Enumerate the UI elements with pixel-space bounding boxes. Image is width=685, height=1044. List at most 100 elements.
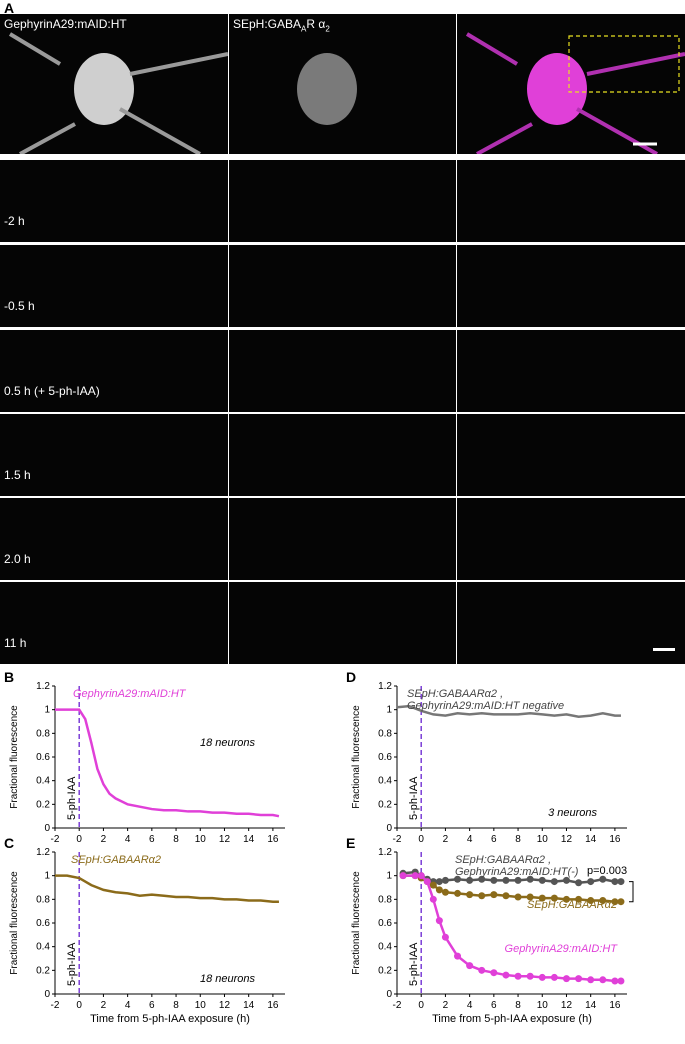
series-annotation: GephyrinA29:mAID:HT (505, 943, 619, 955)
data-point (454, 875, 462, 883)
p-value: p=0.003 (587, 865, 627, 877)
x-tick-label: 6 (491, 1000, 497, 1011)
x-tick-label: 14 (585, 1000, 597, 1011)
y-tick-label: 0 (44, 823, 50, 834)
series-annotation: SEpH:GABAARα2 , (455, 854, 551, 866)
x-axis-label: Time from 5-ph-IAA exposure (h) (90, 1013, 250, 1025)
timepoint-merge-image (457, 160, 685, 242)
data-point (611, 898, 619, 906)
neuron-cell-body (8, 32, 228, 154)
timepoint-gaba-image (229, 414, 456, 496)
x-tick-label: 10 (195, 834, 207, 845)
data-point (575, 975, 583, 983)
x-tick-label: 8 (515, 1000, 521, 1011)
panel-label: E (346, 835, 355, 851)
time-label: 1.5 h (4, 468, 31, 482)
x-tick-label: 14 (585, 834, 597, 845)
y-tick-label: 0 (44, 989, 50, 1000)
x-tick-label: 14 (243, 834, 255, 845)
series-line (403, 874, 621, 903)
timepoint-gaba-image (229, 160, 456, 242)
x-tick-label: 6 (491, 834, 497, 845)
x-tick-label: 8 (515, 834, 521, 845)
timepoint-gaba-image (229, 498, 456, 580)
data-point (441, 876, 449, 884)
neuron-count: 18 neurons (200, 737, 256, 749)
y-tick-label: 1 (44, 705, 50, 716)
data-point (466, 891, 474, 899)
neuron-count: 3 neurons (548, 807, 597, 819)
x-tick-label: 4 (467, 834, 473, 845)
data-point (617, 878, 625, 886)
col-title-gaba: SEpH:GABAAR α2 (233, 17, 330, 34)
data-point (429, 881, 437, 889)
x-tick-label: 2 (443, 834, 449, 845)
x-tick-label: -2 (393, 834, 402, 845)
data-point (502, 971, 510, 979)
y-tick-label: 0.4 (378, 942, 392, 953)
data-point (562, 876, 570, 884)
y-tick-label: 0.4 (378, 776, 392, 787)
data-point (538, 876, 546, 884)
charts-area: B00.20.40.60.811.2-2 0 2 4 6 8 10 12 14 16Fractio… (4, 669, 634, 1025)
series-line (55, 708, 280, 818)
x-tick-label: 16 (609, 834, 621, 845)
timepoint-gephyrin-image: 0.5 h (+ 5-ph-IAA) (0, 330, 228, 412)
y-axis-label: Fractional fluorescence (351, 871, 362, 975)
data-point (599, 976, 607, 984)
y-tick-label: 0.2 (36, 799, 50, 810)
y-tick-label: 0.6 (378, 918, 392, 929)
x-tick-label: 4 (467, 1000, 473, 1011)
data-point (617, 898, 625, 906)
series-line (403, 874, 621, 983)
data-point (423, 878, 431, 886)
data-point (454, 952, 462, 960)
data-point (538, 894, 546, 902)
data-point (478, 966, 486, 974)
x-tick-label: -2 (393, 1000, 402, 1011)
x-tick-label: -2 (51, 834, 60, 845)
scale-bar (653, 648, 675, 651)
panel-label: D (346, 669, 356, 685)
y-tick-label: 0.6 (378, 752, 392, 763)
timepoint-gephyrin-image: 1.5 h (0, 414, 228, 496)
vline-label: 5-ph-IAA (408, 776, 420, 820)
data-point (466, 876, 474, 884)
x-tick-label: 12 (219, 1000, 231, 1011)
data-point (490, 891, 498, 899)
y-axis-label: Fractional fluorescence (9, 705, 20, 809)
x-tick-label: 12 (561, 834, 573, 845)
timepoint-merge-image (457, 330, 685, 412)
time-label: 0.5 h (+ 5-ph-IAA) (4, 384, 100, 398)
x-tick-label: 4 (125, 834, 131, 845)
data-point (550, 894, 558, 902)
y-axis-label: Fractional fluorescence (351, 705, 362, 809)
x-tick-label: 16 (267, 1000, 279, 1011)
x-tick-label: 16 (267, 834, 279, 845)
data-point (575, 879, 583, 887)
data-point (526, 893, 534, 901)
data-point (478, 892, 486, 900)
data-point (611, 878, 619, 886)
x-tick-label: 2 (443, 1000, 449, 1011)
data-point (562, 895, 570, 903)
y-tick-label: 0.2 (378, 799, 392, 810)
x-tick-label: 10 (537, 1000, 549, 1011)
data-point (575, 895, 583, 903)
y-tick-label: 0.4 (36, 776, 50, 787)
y-tick-label: 1 (44, 871, 50, 882)
overview-gaba-image: SEpH:GABAAR α2 (229, 14, 456, 154)
data-point (550, 878, 558, 886)
timepoint-gaba-image (229, 330, 456, 412)
data-point (502, 876, 510, 884)
data-point (417, 872, 425, 880)
data-point (617, 977, 625, 985)
x-tick-label: -2 (51, 1000, 60, 1011)
data-point (526, 875, 534, 883)
x-tick-label: 6 (149, 1000, 155, 1011)
x-tick-label: 0 (418, 1000, 424, 1011)
x-tick-label: 14 (243, 1000, 255, 1011)
time-label: -0.5 h (4, 299, 35, 313)
panel-label-a: A (4, 0, 15, 16)
timepoint-gephyrin-image: -0.5 h (0, 245, 228, 327)
